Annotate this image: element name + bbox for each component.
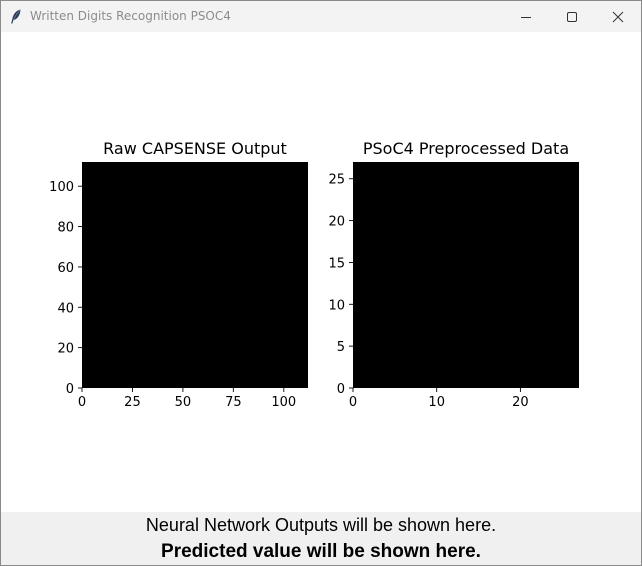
raw-y-tick-label: 80: [57, 221, 74, 236]
raw-chart-title: Raw CAPSENSE Output: [103, 139, 287, 158]
raw-axis-ticks: 0 25 50 75 100 0 20 40 60 80 100: [49, 180, 296, 410]
title-bar[interactable]: Written Digits Recognition PSOC4: [1, 1, 641, 32]
raw-x-tick-label: 25: [124, 395, 141, 410]
raw-y-tick-label: 20: [57, 342, 74, 357]
preprocessed-x-tick-label: 20: [512, 395, 529, 410]
window-title: Written Digits Recognition PSOC4: [30, 9, 231, 23]
preprocessed-chart-title: PSoC4 Preprocessed Data: [363, 139, 569, 158]
close-button[interactable]: [595, 1, 641, 32]
preprocessed-y-tick-label: 0: [337, 382, 345, 397]
raw-x-tick-label: 0: [78, 395, 86, 410]
raw-capsense-chart: Raw CAPSENSE Output 0 25 50 75 100 0 20 40 60 80 1…: [49, 139, 308, 410]
figure-svg: Raw CAPSENSE Output 0 25 50 75 1000204060801…: [49, 139, 579, 410]
nn-outputs-label: Neural Network Outputs will be shown her…: [145, 515, 497, 535]
maximize-icon: [567, 11, 577, 22]
figure-canvas: Raw CAPSENSE Output 0 25 50 75 100 0 20 40 60 80 1…: [1, 32, 641, 512]
preprocessed-image: [353, 162, 579, 388]
preprocessed-x-tick-label: 10: [428, 395, 445, 410]
raw-y-tick-label: 0: [66, 382, 74, 397]
status-panel: Neural Network Outputs will be shown her…: [1, 512, 641, 565]
raw-y-tick-label: 40: [57, 301, 74, 316]
prediction-label: Predicted value will be shown here.: [161, 541, 481, 562]
raw-y-tick-label: 100: [49, 180, 74, 195]
minimize-icon: [521, 16, 531, 18]
preprocessed-y-tick-label: 20: [328, 215, 345, 230]
minimize-button[interactable]: [503, 1, 549, 32]
raw-image: [82, 162, 308, 388]
raw-x-tick-label: 50: [175, 395, 192, 410]
preprocessed-axis-ticks: 0 10 20 0 5 10 15 20 25: [328, 173, 528, 410]
preprocessed-chart: PSoC4 Preprocessed Data 0 10 20 0 5 10 15 20 25: [328, 139, 579, 410]
raw-x-tick-label: 100: [271, 395, 296, 410]
preprocessed-y-tick-label: 25: [328, 173, 345, 188]
preprocessed-y-tick-label: 5: [337, 340, 345, 355]
feather-icon: [11, 9, 21, 24]
maximize-button[interactable]: [549, 1, 595, 32]
raw-y-tick-label: 60: [57, 261, 74, 276]
raw-x-tick-label: 75: [225, 395, 242, 410]
close-icon: [612, 11, 624, 22]
preprocessed-x-tick-label: 0: [349, 395, 357, 410]
preprocessed-y-tick-label: 10: [328, 298, 345, 313]
preprocessed-y-tick-label: 15: [328, 256, 345, 271]
